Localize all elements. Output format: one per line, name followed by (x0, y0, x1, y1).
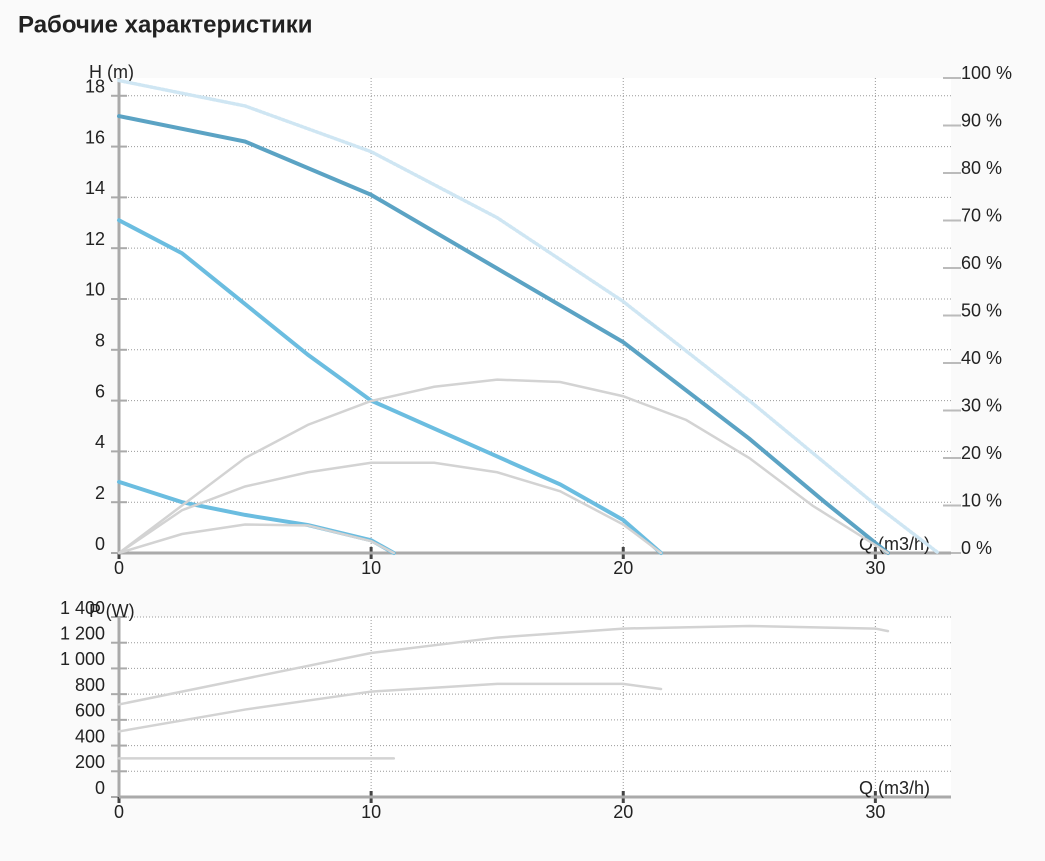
plot-area (119, 78, 951, 553)
y2-tick-label: 10 % (961, 490, 1002, 510)
x-axis-label: Q (m3/h) (859, 778, 930, 798)
chart-title: Рабочие характеристики (18, 11, 312, 38)
y2-tick-label: 30 % (961, 395, 1002, 415)
y-tick-label: 2 (95, 483, 105, 503)
y-tick-label: 0 (95, 778, 105, 798)
y-tick-label: 10 (85, 280, 105, 300)
x-tick-label: 30 (865, 558, 885, 578)
series-line (117, 78, 941, 555)
y-axis-label: P (W) (89, 601, 135, 621)
y-tick-label: 1 200 (60, 623, 105, 643)
y2-tick-label: 40 % (961, 348, 1002, 368)
x-tick-label: 10 (361, 802, 381, 822)
x-axis-label: Q (m3/h) (859, 534, 930, 554)
x-tick-label: 20 (613, 558, 633, 578)
y-tick-label: 600 (75, 701, 105, 721)
y-tick-label: 6 (95, 381, 105, 401)
series-line (117, 378, 890, 555)
x-tick-label: 20 (613, 802, 633, 822)
y-tick-label: 18 (85, 77, 105, 97)
x-tick-label: 10 (361, 558, 381, 578)
y-tick-label: 800 (75, 675, 105, 695)
y-tick-label: 0 (95, 534, 105, 554)
y2-tick-label: 90 % (961, 110, 1002, 130)
y-tick-label: 4 (95, 432, 105, 452)
series-line (117, 523, 396, 555)
y-tick-label: 400 (75, 726, 105, 746)
series-line (117, 461, 663, 555)
series-line (117, 682, 663, 733)
y-tick-label: 1 400 (60, 598, 105, 618)
y-tick-label: 1 000 (60, 649, 105, 669)
plot-area (119, 617, 951, 797)
x-tick-label: 30 (865, 802, 885, 822)
y2-tick-label: 0 % (961, 538, 992, 558)
y2-tick-label: 70 % (961, 205, 1002, 225)
x-tick-label: 0 (114, 558, 124, 578)
x-tick-label: 0 (114, 802, 124, 822)
y-tick-label: 14 (85, 178, 105, 198)
series-line (117, 218, 664, 555)
y-tick-label: 200 (75, 752, 105, 772)
y2-tick-label: 60 % (961, 253, 1002, 273)
y2-tick-label: 50 % (961, 300, 1002, 320)
y2-tick-label: 100 % (961, 63, 1012, 83)
y-axis-label: H (m) (89, 62, 134, 82)
y-tick-label: 16 (85, 127, 105, 147)
y2-tick-label: 20 % (961, 443, 1002, 463)
y-tick-label: 8 (95, 331, 105, 351)
series-line (117, 114, 890, 555)
y2-tick-label: 80 % (961, 158, 1002, 178)
series-line (117, 624, 890, 706)
y-tick-label: 12 (85, 229, 105, 249)
